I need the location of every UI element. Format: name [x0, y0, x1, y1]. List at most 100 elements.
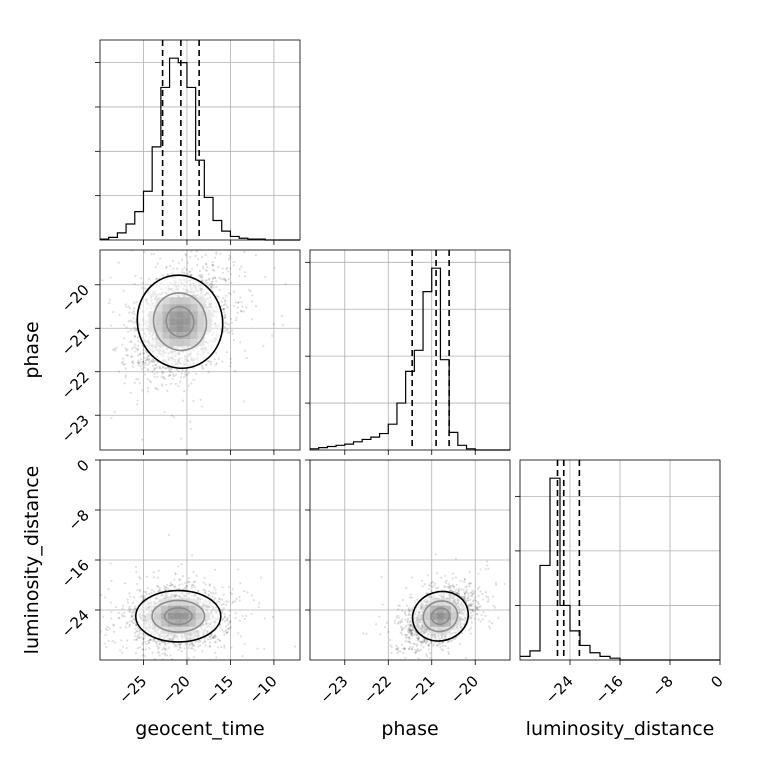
sample-point	[143, 590, 146, 593]
sample-point	[157, 647, 160, 650]
sample-point	[208, 664, 210, 666]
sample-point	[140, 636, 143, 639]
x-tick-label: −20	[159, 672, 194, 707]
sample-point	[187, 646, 190, 650]
sample-point	[217, 295, 220, 299]
sample-point	[175, 267, 179, 270]
sample-point	[132, 310, 136, 313]
sample-point	[172, 416, 176, 419]
sample-point	[468, 628, 471, 631]
sample-point	[111, 639, 114, 643]
sample-point	[223, 616, 226, 619]
sample-point	[408, 635, 411, 639]
sample-point	[92, 316, 94, 318]
sample-point	[135, 377, 138, 380]
sample-point	[125, 349, 128, 352]
sample-point	[431, 581, 435, 584]
sample-point	[478, 606, 481, 609]
sample-point	[222, 296, 225, 300]
sample-point	[156, 371, 159, 374]
sample-point	[189, 273, 192, 277]
sample-point	[256, 240, 258, 242]
sample-point	[190, 584, 193, 587]
sample-point	[133, 343, 136, 346]
sample-point	[465, 590, 468, 594]
sample-point	[140, 277, 143, 280]
sample-point	[133, 307, 136, 310]
sample-point	[218, 276, 221, 279]
sample-point	[181, 399, 185, 402]
sample-point	[133, 335, 136, 338]
sample-point	[121, 360, 125, 363]
sample-point	[216, 675, 218, 677]
sample-point	[468, 570, 471, 573]
sample-point	[227, 627, 230, 631]
sample-point	[167, 374, 170, 378]
sample-point	[136, 354, 140, 357]
sample-point	[154, 667, 156, 669]
sample-point	[210, 281, 213, 284]
sample-point	[142, 638, 145, 641]
sample-point	[228, 254, 232, 257]
sample-point	[142, 598, 145, 601]
sample-point	[207, 590, 211, 593]
sample-point	[222, 308, 225, 311]
sample-point	[406, 640, 409, 643]
sample-point	[117, 370, 121, 373]
sample-point	[192, 580, 195, 583]
sample-point	[239, 341, 242, 344]
sample-point	[192, 584, 195, 587]
sample-point	[130, 615, 133, 618]
sample-point	[242, 400, 246, 403]
sample-point	[224, 600, 228, 603]
sample-point	[118, 314, 121, 317]
sample-point	[188, 581, 191, 584]
sample-point	[135, 638, 138, 641]
sample-point	[229, 620, 232, 623]
sample-point	[109, 562, 112, 565]
sample-point	[218, 600, 221, 604]
sample-point	[393, 622, 396, 625]
sample-point	[208, 277, 211, 280]
sample-point	[195, 243, 197, 245]
sample-point	[144, 641, 147, 644]
sample-point	[140, 389, 144, 392]
sample-point	[137, 364, 140, 367]
sample-point	[180, 650, 183, 653]
sample-point	[104, 633, 107, 636]
sample-point	[183, 266, 186, 269]
sample-point	[205, 263, 208, 266]
sample-point	[193, 586, 197, 589]
sample-point	[144, 590, 147, 594]
sample-point	[162, 668, 164, 670]
sample-point	[245, 306, 248, 309]
sample-point	[213, 636, 216, 639]
sample-point	[485, 595, 488, 598]
sample-point	[141, 360, 145, 363]
sample-point	[118, 616, 121, 619]
sample-point	[113, 641, 116, 644]
sample-point	[134, 608, 137, 611]
sample-point	[153, 657, 156, 660]
sample-point	[161, 652, 164, 655]
sample-point	[189, 647, 193, 650]
sample-point	[190, 250, 193, 253]
sample-point	[154, 363, 157, 367]
sample-point	[404, 634, 407, 637]
sample-point	[223, 302, 227, 306]
sample-point	[408, 623, 412, 626]
sample-point	[224, 321, 227, 324]
sample-point	[121, 615, 124, 618]
sample-point	[191, 644, 194, 647]
sample-point	[474, 606, 477, 610]
sample-point	[178, 584, 181, 587]
sample-point	[240, 310, 243, 313]
sample-point	[179, 578, 182, 581]
sample-point	[226, 266, 229, 270]
sample-point	[151, 639, 155, 642]
sample-point	[214, 363, 217, 366]
sample-point	[339, 324, 341, 326]
sample-point	[201, 279, 205, 282]
sample-point	[141, 632, 144, 635]
